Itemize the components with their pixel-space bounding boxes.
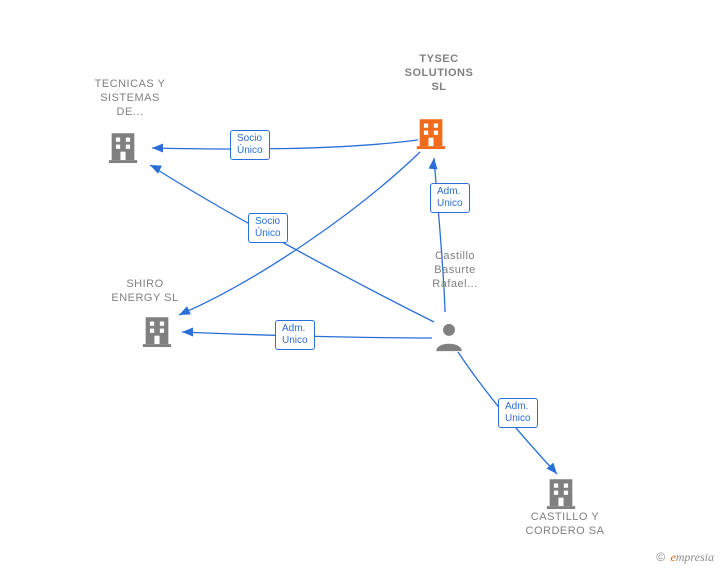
- edge-e1: [152, 140, 418, 149]
- edge-label-e4: Adm. Unico: [430, 183, 470, 213]
- node-label-tecnicas: TECNICAS Y SISTEMAS DE...: [80, 78, 180, 119]
- person-icon: [432, 320, 466, 354]
- arrowhead-e3: [148, 161, 162, 174]
- arrowhead-e1: [152, 144, 163, 153]
- building-icon: [140, 313, 174, 347]
- node-label-person: Castillo Basurte Rafael...: [415, 250, 495, 291]
- node-label-shiro: SHIRO ENERGY SL: [95, 278, 195, 306]
- copyright-symbol: ©: [656, 550, 665, 564]
- edge-label-e2: Socio Único: [248, 213, 288, 243]
- node-castillo_sa[interactable]: [544, 475, 578, 514]
- arrowhead-e4: [429, 158, 439, 170]
- edge-label-e6: Adm. Unico: [498, 398, 538, 428]
- building-icon: [544, 475, 578, 509]
- edge-label-e5: Adm. Unico: [275, 320, 315, 350]
- edge-e2: [179, 152, 420, 315]
- node-label-castillo_sa: CASTILLO Y CORDERO SA: [510, 511, 620, 539]
- arrowhead-e5: [182, 328, 193, 337]
- node-tysec[interactable]: [414, 115, 448, 154]
- building-icon: [414, 115, 448, 149]
- node-tecnicas[interactable]: [106, 129, 140, 168]
- node-person[interactable]: [432, 320, 466, 359]
- watermark: © empresia: [656, 550, 714, 565]
- edge-label-e1: Socio Único: [230, 130, 270, 160]
- node-shiro[interactable]: [140, 313, 174, 352]
- brand-rest: mpresia: [676, 550, 714, 564]
- node-label-tysec: TYSEC SOLUTIONS SL: [394, 53, 484, 94]
- arrowhead-e2: [177, 306, 191, 319]
- diagram-canvas: TYSEC SOLUTIONS SL TECNICAS Y SISTEMAS D…: [0, 0, 728, 575]
- building-icon: [106, 129, 140, 163]
